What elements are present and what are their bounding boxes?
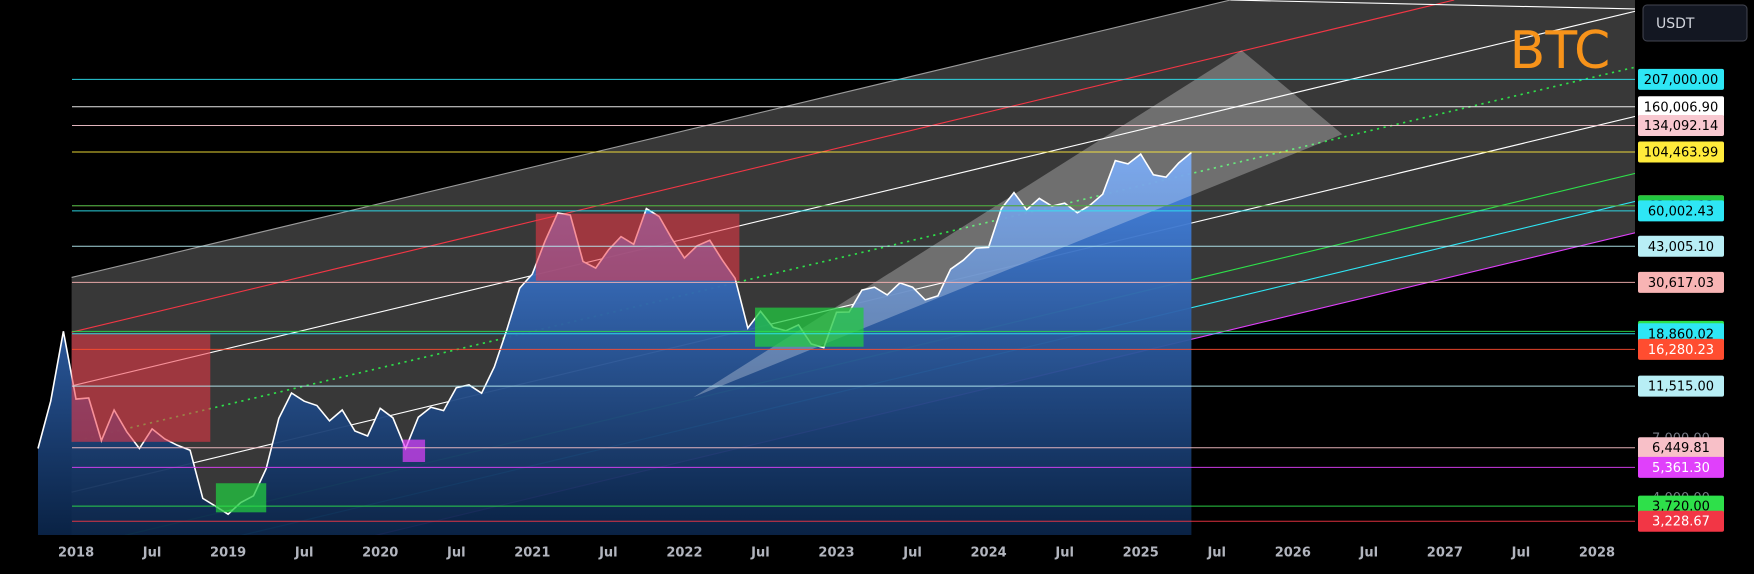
channel-line (71, 0, 1231, 278)
x-tick-label: 2028 (1579, 546, 1615, 561)
zone-box (535, 213, 740, 281)
x-tick-label: Jul (902, 546, 922, 561)
annotations (71, 50, 1343, 513)
x-tick-label: Jul (750, 546, 770, 561)
symbol-title: BTC (1510, 21, 1611, 81)
zone-box (402, 439, 426, 462)
level-label-box (1638, 115, 1724, 137)
channel-line (71, 0, 1455, 333)
price-area (38, 152, 1192, 535)
currency-label[interactable]: USDT (1656, 16, 1695, 32)
x-tick-label: 2018 (58, 546, 94, 561)
x-tick-label: Jul (1206, 546, 1226, 561)
x-tick-label: 2027 (1427, 546, 1463, 561)
x-tick-label: Jul (1054, 546, 1074, 561)
x-tick-label: Jul (1359, 546, 1379, 561)
level-label-box (1638, 510, 1724, 532)
x-tick-label: 2023 (818, 546, 854, 561)
zone-box (71, 333, 211, 442)
level-label-box (1638, 338, 1724, 360)
level-label: 6,449.81 (1652, 441, 1710, 456)
level-label-box (1638, 141, 1724, 163)
zone-box (215, 483, 267, 513)
level-label: 160,006.90 (1644, 100, 1718, 115)
x-tick-label: 2024 (971, 546, 1007, 561)
level-label: 104,463.99 (1644, 146, 1718, 161)
currency-button[interactable] (1642, 4, 1748, 42)
level-label-box (1638, 68, 1724, 90)
level-label: 5,361.30 (1652, 461, 1710, 476)
x-tick-label: Jul (142, 546, 162, 561)
level-label-box (1638, 96, 1724, 118)
level-label: 11,515.00 (1648, 380, 1714, 395)
x-tick-label: Jul (294, 546, 314, 561)
level-label: 16,280.23 (1648, 343, 1714, 358)
level-label: 207,000.00 (1644, 73, 1718, 88)
x-tick-label: Jul (598, 546, 618, 561)
channel-line (1230, 0, 1635, 10)
level-label-box (1638, 271, 1724, 293)
axes: 7,000.004,000.002018Jul2019Jul2020Jul202… (58, 68, 1724, 561)
levels-layer (72, 78, 1635, 522)
level-label: 3,228.67 (1652, 515, 1710, 530)
level-label: 134,092.14 (1644, 119, 1718, 134)
level-label-box (1638, 235, 1724, 257)
x-tick-label: Jul (1511, 546, 1531, 561)
level-label-box (1638, 375, 1724, 397)
level-label-box (1638, 456, 1724, 478)
x-tick-label: 2019 (210, 546, 246, 561)
x-tick-label: 2020 (362, 546, 398, 561)
level-label-box (1638, 437, 1724, 459)
x-tick-label: 2021 (514, 546, 550, 561)
level-label: 43,005.10 (1648, 240, 1714, 255)
level-label: 18,860.02 (1648, 327, 1714, 342)
plot (37, 0, 1635, 535)
x-tick-label: 2025 (1123, 546, 1159, 561)
x-tick-label: 2026 (1275, 546, 1311, 561)
level-label: 60,002.43 (1648, 204, 1714, 219)
x-tick-label: Jul (446, 546, 466, 561)
level-label: 30,617.03 (1648, 276, 1714, 291)
x-tick-label: 2022 (666, 546, 702, 561)
zone-box (755, 307, 864, 347)
channel-line (71, 10, 1635, 387)
level-label-box (1638, 200, 1724, 222)
